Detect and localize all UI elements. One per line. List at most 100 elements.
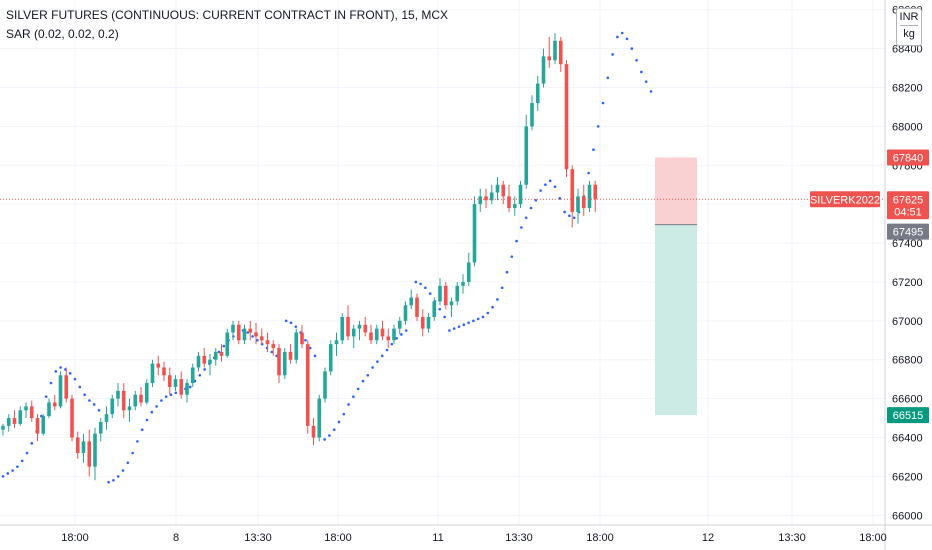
candle-body[interactable] (1, 425, 5, 430)
candle-body[interactable] (369, 332, 373, 341)
candle-body[interactable] (156, 363, 161, 368)
candle-body[interactable] (581, 196, 586, 209)
candle-body[interactable] (340, 316, 345, 341)
candle-body[interactable] (6, 418, 11, 426)
candle-body[interactable] (524, 126, 529, 185)
candle-body[interactable] (363, 324, 368, 333)
candle-body[interactable] (593, 184, 598, 200)
candle-body[interactable] (18, 410, 23, 424)
candle-body[interactable] (386, 336, 391, 341)
candle-body[interactable] (403, 305, 408, 321)
candle-body[interactable] (271, 344, 276, 349)
candle-body[interactable] (564, 64, 569, 170)
candle-body[interactable] (489, 192, 494, 201)
candle-body[interactable] (392, 328, 396, 341)
candle-body[interactable] (139, 394, 143, 403)
candle-body[interactable] (455, 285, 460, 302)
candle-body[interactable] (328, 344, 333, 372)
candle-body[interactable] (518, 184, 523, 205)
candle-body[interactable] (87, 441, 92, 467)
candle-body[interactable] (576, 196, 580, 212)
candle-body[interactable] (70, 398, 74, 438)
candle-body[interactable] (397, 320, 402, 329)
candle-body[interactable] (173, 379, 178, 387)
candle-body[interactable] (52, 402, 57, 407)
candle-body[interactable] (432, 301, 437, 317)
candle-body[interactable] (461, 281, 465, 286)
candle-body[interactable] (98, 421, 103, 434)
candle-body[interactable] (426, 316, 431, 329)
candle-body[interactable] (443, 285, 448, 306)
time-axis[interactable]: 18:00 8 13:30 18:00 11 13:30 18:00 12 13:30 18:00 (0, 524, 932, 544)
candle-body[interactable] (190, 367, 195, 384)
candle-body[interactable] (259, 336, 264, 341)
candle-body[interactable] (93, 433, 97, 467)
currency-unit-button[interactable]: INR kg (896, 8, 922, 46)
candle-body[interactable] (300, 332, 304, 345)
candle-body[interactable] (110, 398, 115, 415)
candle-body[interactable] (357, 324, 362, 329)
candle-body[interactable] (167, 375, 172, 387)
candle-body[interactable] (185, 383, 189, 395)
candle-body[interactable] (547, 56, 552, 61)
candle-body[interactable] (317, 398, 322, 438)
candle-body[interactable] (530, 103, 534, 127)
candle-body[interactable] (208, 359, 212, 364)
price-axis[interactable]: 66000 66200 66400 66600 66800 67000 67200 67400… (884, 0, 923, 550)
candle-body[interactable] (144, 383, 149, 403)
candle-body[interactable] (351, 328, 356, 337)
candle-body[interactable] (162, 367, 166, 376)
candle-body[interactable] (179, 379, 184, 395)
position-zones[interactable] (655, 157, 697, 416)
candle-body[interactable] (12, 418, 17, 424)
candle-body[interactable] (47, 402, 51, 417)
candlesticks[interactable] (1, 33, 598, 481)
indicator-legend[interactable]: SAR (0.02, 0.02, 0.2) (6, 27, 119, 41)
candle-body[interactable] (116, 390, 120, 399)
candle-body[interactable] (231, 324, 235, 333)
candle-body[interactable] (323, 371, 327, 399)
candle-body[interactable] (225, 332, 230, 356)
candle-body[interactable] (311, 425, 316, 438)
candle-body[interactable] (570, 169, 575, 212)
take-profit-zone[interactable] (655, 224, 697, 416)
candle-body[interactable] (484, 196, 488, 201)
candle-body[interactable] (248, 328, 253, 333)
candle-body[interactable] (438, 285, 442, 302)
candle-body[interactable] (196, 355, 201, 368)
candle-body[interactable] (24, 406, 28, 411)
candle-body[interactable] (133, 394, 138, 407)
candle-body[interactable] (541, 56, 546, 84)
candle-body[interactable] (587, 184, 592, 209)
candle-body[interactable] (150, 363, 155, 384)
candle-body[interactable] (478, 196, 483, 205)
candle-body[interactable] (346, 316, 350, 337)
candle-body[interactable] (472, 204, 477, 263)
candle-body[interactable] (501, 184, 506, 197)
candle-body[interactable] (282, 351, 287, 376)
candle-body[interactable] (41, 416, 46, 434)
candle-body[interactable] (409, 297, 414, 306)
candle-body[interactable] (380, 328, 385, 337)
candle-body[interactable] (75, 437, 80, 454)
candle-body[interactable] (277, 348, 281, 376)
candle-body[interactable] (236, 324, 241, 341)
candle-body[interactable] (242, 328, 247, 341)
candle-body[interactable] (213, 351, 218, 360)
candle-body[interactable] (121, 390, 126, 411)
candle-body[interactable] (104, 414, 109, 422)
candle-body[interactable] (64, 375, 69, 399)
candle-body[interactable] (127, 406, 132, 411)
candle-body[interactable] (29, 406, 34, 419)
candle-body[interactable] (553, 40, 557, 61)
candle-body[interactable] (202, 355, 207, 364)
candle-body[interactable] (495, 184, 500, 193)
candle-body[interactable] (81, 441, 86, 454)
candle-body[interactable] (334, 340, 339, 345)
candle-body[interactable] (288, 351, 293, 360)
candle-body[interactable] (265, 340, 270, 345)
candle-body[interactable] (254, 332, 258, 337)
candle-body[interactable] (535, 83, 540, 104)
candle-body[interactable] (374, 328, 379, 341)
